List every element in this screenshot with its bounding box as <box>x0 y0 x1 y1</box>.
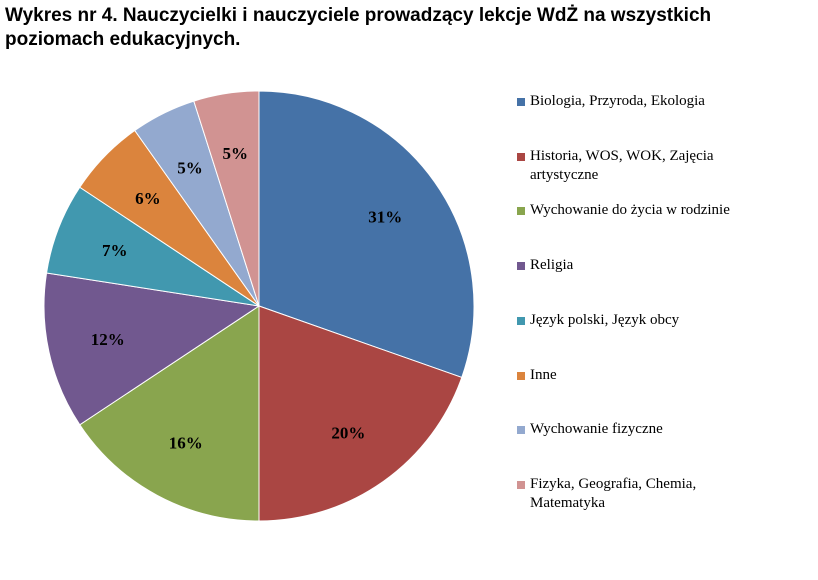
legend-swatch-6 <box>517 371 525 380</box>
pie-slice-3 <box>79 305 260 522</box>
pie-slice-2 <box>258 305 463 522</box>
legend-label-8: Fizyka, Geografia, Chemia, Matematyka <box>530 475 697 511</box>
legend-label-6: Inne <box>530 366 557 383</box>
pie-slice-8 <box>193 90 260 307</box>
legend-label-7: Wychowanie fizyczne <box>530 421 663 438</box>
legend-swatch-3 <box>517 207 525 216</box>
slice-data-label-5: 7% <box>102 241 128 260</box>
slice-data-label-3: 16% <box>169 433 203 452</box>
legend-swatch-4 <box>517 262 525 271</box>
slice-data-label-6: 6% <box>135 189 161 208</box>
legend-label-4: Religia <box>530 257 574 274</box>
legend-swatch-8 <box>517 480 525 489</box>
slice-data-label-4: 12% <box>91 330 125 349</box>
legend-swatch-1 <box>517 98 525 106</box>
legend-label-1: Biologia, Przyroda, Ekologia <box>530 93 705 109</box>
pie-slice-4 <box>43 272 261 426</box>
slice-data-label-7: 5% <box>177 158 203 177</box>
chart-title: Wykres nr 4. Nauczycielki i nauczyciele … <box>5 5 712 50</box>
legend-label-2: Historia, WOS, WOK, Zajęcia artystyczne <box>530 147 714 183</box>
slice-data-label-8: 5% <box>223 144 249 163</box>
legend-label-3: Wychowanie do życia w rodzinie <box>530 202 730 219</box>
slice-data-label-1: 31% <box>368 208 402 227</box>
pie-slice-1 <box>258 90 475 379</box>
legend-swatch-5 <box>517 316 525 325</box>
legend-swatch-7 <box>517 426 525 435</box>
slice-data-label-2: 20% <box>331 423 365 442</box>
legend-swatch-2 <box>517 152 525 161</box>
legend-label-5: Język polski, Język obcy <box>530 311 680 328</box>
